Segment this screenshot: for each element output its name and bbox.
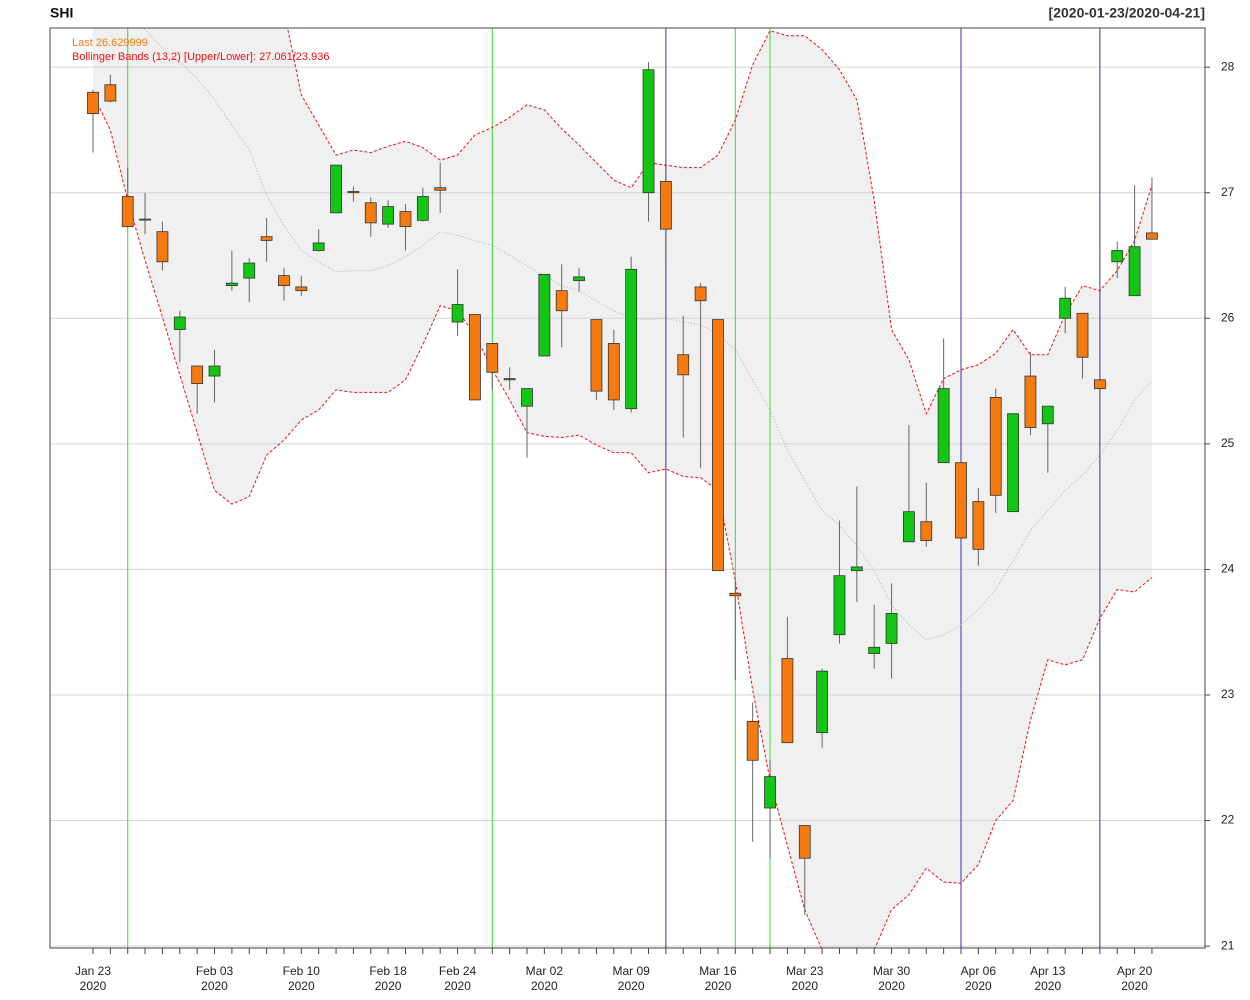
y-tick-label: 24 xyxy=(1221,562,1235,576)
candle-body xyxy=(1128,246,1141,297)
candle-body xyxy=(937,388,950,464)
candle-body xyxy=(121,196,134,228)
candle-body xyxy=(555,290,568,312)
candle-body xyxy=(191,365,204,384)
candle-body xyxy=(1007,413,1019,513)
x-tick-label: Apr 13 2020 xyxy=(1030,964,1066,993)
x-tick-label: Apr 06 2020 xyxy=(960,964,997,993)
candle-body xyxy=(1041,405,1054,425)
legend-last: Last 26.629999 xyxy=(72,37,148,49)
candle-body xyxy=(330,164,342,214)
y-tick-label: 23 xyxy=(1221,687,1235,701)
candle-body xyxy=(798,825,811,859)
legend-bands: Bollinger Bands (13,2) [Upper/Lower]: 27… xyxy=(72,51,329,63)
candle-body xyxy=(677,354,690,376)
x-tick-label: Feb 03 2020 xyxy=(195,964,234,993)
candles-layer: 21 22 23 24 25 26 27 28 xyxy=(87,59,1235,954)
candle-body xyxy=(729,592,742,597)
candle-body xyxy=(1076,312,1089,358)
candle-body xyxy=(139,218,151,221)
y-tick-label: 22 xyxy=(1221,813,1235,827)
candle-body xyxy=(347,191,360,194)
x-tick-label: Feb 24 2020 xyxy=(438,964,477,993)
candle-body xyxy=(521,388,533,407)
x-tick-label: Feb 18 2020 xyxy=(369,964,407,993)
candle-body xyxy=(295,286,308,292)
candle-body xyxy=(833,575,846,636)
candle-body xyxy=(764,776,776,809)
candle-body xyxy=(312,242,325,251)
plot-frame xyxy=(49,27,1206,949)
date-range: [2020-01-23/2020-04-21] xyxy=(1049,5,1205,21)
candle-body xyxy=(1111,250,1124,263)
candle-body xyxy=(712,319,724,572)
x-tick-label: Mar 23 2020 xyxy=(786,964,824,993)
candle-body xyxy=(382,206,395,225)
candle-body xyxy=(399,211,412,228)
candle-body xyxy=(885,612,898,644)
candle-body xyxy=(625,268,638,410)
candle-body xyxy=(850,566,863,572)
candle-body xyxy=(955,462,967,539)
candle-body xyxy=(503,378,516,381)
candle-body xyxy=(104,84,117,102)
candle-body xyxy=(972,501,985,550)
candle-body xyxy=(816,670,829,734)
candle-body xyxy=(920,521,933,541)
x-tick-label: Apr 20 2020 xyxy=(1116,964,1153,993)
candle-body xyxy=(989,397,1002,496)
y-tick-label: 28 xyxy=(1221,59,1235,73)
candle-body xyxy=(451,304,464,323)
x-tick-label: Mar 16 2020 xyxy=(699,964,737,993)
candle-body xyxy=(469,314,481,401)
candle-body xyxy=(573,276,585,282)
candle-body xyxy=(590,319,603,392)
candle-body xyxy=(538,273,551,357)
candle-body xyxy=(243,262,256,279)
candle-body xyxy=(781,658,794,744)
candle-body xyxy=(694,286,707,302)
candle-body xyxy=(434,187,447,191)
candle-body xyxy=(87,91,99,115)
candle-body xyxy=(278,275,290,287)
x-tick-label: Jan 23 2020 xyxy=(74,964,112,993)
y-tick-label: 21 xyxy=(1221,938,1235,952)
candle-body xyxy=(659,181,672,230)
candle-body xyxy=(903,511,915,543)
candle-body xyxy=(1024,375,1037,428)
x-tick-label: Feb 10 2020 xyxy=(282,964,320,993)
candle-body xyxy=(1146,232,1158,240)
chart-title: SHI xyxy=(50,5,73,21)
candle-body xyxy=(173,316,186,331)
candle-body xyxy=(1093,379,1106,390)
candle-body xyxy=(208,365,221,377)
x-tick-label: Mar 09 2020 xyxy=(612,964,650,993)
candle-body xyxy=(1059,297,1072,319)
y-tick-label: 25 xyxy=(1221,436,1235,450)
candle-body xyxy=(260,236,273,241)
candle-body xyxy=(156,231,169,263)
candle-body xyxy=(364,202,377,224)
candle-body xyxy=(607,343,620,401)
candle-body xyxy=(486,343,499,373)
plot-layer xyxy=(50,28,1205,948)
x-tick-label: Mar 02 2020 xyxy=(525,964,564,993)
band-lower xyxy=(92,94,1153,948)
x-tick-label: Mar 30 2020 xyxy=(872,964,911,993)
band-area xyxy=(93,28,1152,948)
candle-body xyxy=(416,196,429,221)
candle-body xyxy=(746,720,759,761)
candle-body xyxy=(225,282,238,287)
candle-body xyxy=(642,69,655,194)
y-tick-label: 27 xyxy=(1221,185,1235,199)
y-tick-label: 26 xyxy=(1221,310,1235,324)
candle-body xyxy=(868,646,881,654)
